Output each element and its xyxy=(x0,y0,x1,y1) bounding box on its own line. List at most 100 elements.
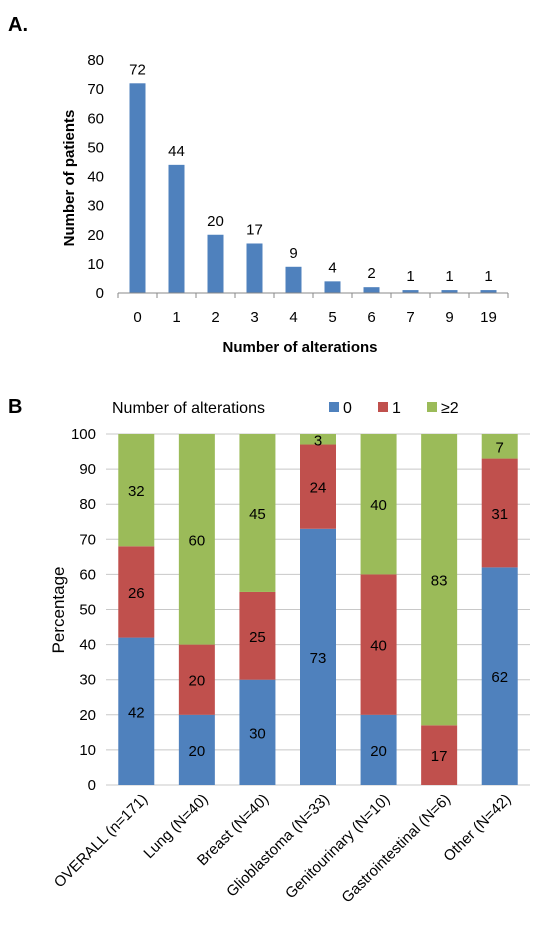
bar-segment xyxy=(118,434,155,547)
bar xyxy=(168,164,185,293)
bar-segment xyxy=(421,725,458,785)
bar xyxy=(441,290,458,293)
bar xyxy=(246,243,263,293)
chart-a-x-axis-title: Number of alterations xyxy=(222,339,377,356)
data-label: 45 xyxy=(249,506,266,523)
data-label: 30 xyxy=(249,725,266,742)
chart-b-bars xyxy=(118,434,518,785)
bar-segment xyxy=(178,644,215,715)
legend-label: 1 xyxy=(392,400,401,417)
data-label: 40 xyxy=(370,497,387,514)
y-tick-label: 90 xyxy=(79,461,96,478)
bar-segment xyxy=(481,458,518,568)
y-tick-label: 80 xyxy=(87,52,104,69)
bar-segment xyxy=(118,546,155,638)
data-label: 4 xyxy=(328,259,336,276)
data-label: 72 xyxy=(129,61,146,78)
bar-segment xyxy=(239,434,276,592)
y-tick-label: 50 xyxy=(79,602,96,619)
x-tick-label: 9 xyxy=(445,309,453,326)
y-tick-label: 40 xyxy=(87,169,104,186)
legend-label: ≥2 xyxy=(441,400,459,417)
data-label: 32 xyxy=(128,483,145,500)
x-tick-label: 4 xyxy=(289,309,297,326)
bar xyxy=(363,287,380,293)
chart-a-y-ticks: 0 10 20 30 40 50 60 70 80 xyxy=(87,52,104,302)
bar-segment xyxy=(239,591,276,680)
x-tick-label: 7 xyxy=(406,309,414,326)
bar-segment xyxy=(300,434,336,445)
x-tick-label: Glioblastoma (N=33) xyxy=(223,791,333,901)
data-label: 44 xyxy=(168,143,185,160)
bar xyxy=(480,290,497,293)
x-tick-label: Gastrointestinal (N=6) xyxy=(338,791,453,906)
chart-b-legend: 0 1 ≥2 xyxy=(329,400,459,417)
data-label: 9 xyxy=(289,245,297,262)
data-label: 83 xyxy=(431,573,448,590)
data-label: 2 xyxy=(367,265,375,282)
legend-swatch xyxy=(427,402,437,412)
bar-segment xyxy=(300,444,336,529)
y-tick-label: 0 xyxy=(96,285,104,302)
y-tick-label: 100 xyxy=(71,426,96,443)
data-label: 31 xyxy=(491,506,508,523)
y-tick-label: 30 xyxy=(79,672,96,689)
legend-swatch xyxy=(378,402,388,412)
panel-label-b: B xyxy=(8,396,22,418)
y-tick-label: 70 xyxy=(79,531,96,548)
chart-b-y-axis-title: Percentage xyxy=(49,567,68,654)
y-tick-label: 40 xyxy=(79,637,96,654)
data-label: 17 xyxy=(431,748,448,765)
bar-segment xyxy=(360,574,397,715)
x-tick-label: OVERALL (n=171) xyxy=(51,791,151,891)
y-tick-label: 60 xyxy=(87,110,104,127)
chart-a-data-labels: 72 44 20 17 9 4 2 1 1 1 xyxy=(129,61,493,285)
y-tick-label: 70 xyxy=(87,81,104,98)
x-tick-label: 2 xyxy=(211,309,219,326)
y-tick-label: 60 xyxy=(79,566,96,583)
x-tick-label: 19 xyxy=(480,309,497,326)
y-tick-label: 20 xyxy=(79,707,96,724)
bar-segment xyxy=(239,679,276,785)
x-tick-label: 0 xyxy=(133,309,141,326)
data-label: 26 xyxy=(128,585,145,602)
bar xyxy=(207,234,224,293)
y-tick-label: 80 xyxy=(79,496,96,513)
x-tick-label: 1 xyxy=(172,309,180,326)
bar xyxy=(402,290,419,293)
chart-a-bars xyxy=(129,83,497,293)
data-label: 1 xyxy=(445,268,453,285)
bar xyxy=(285,266,302,293)
data-label: 25 xyxy=(249,629,266,646)
legend-title: Number of alterations xyxy=(112,400,265,417)
chart-b: B Number of alterations 0 1 ≥2 0 10 20 30 40 50… xyxy=(8,396,530,906)
x-tick-label: Genitourinary (N=10) xyxy=(282,791,393,902)
chart-b-data-labels: 42 26 32 20 20 60 30 25 45 73 24 3 20 40 40 17 83 62 31 7 xyxy=(128,432,508,765)
legend-swatch xyxy=(329,402,339,412)
data-label: 7 xyxy=(496,439,504,456)
panel-label-a: A. xyxy=(8,14,28,36)
chart-b-x-ticks: OVERALL (n=171)Lung (N=40)Breast (N=40)G… xyxy=(51,791,515,906)
bar-segment xyxy=(360,434,397,575)
bar-segment xyxy=(118,637,155,785)
data-label: 62 xyxy=(491,669,508,686)
bar-segment xyxy=(421,434,458,726)
y-tick-label: 30 xyxy=(87,198,104,215)
data-label: 1 xyxy=(484,268,492,285)
chart-a-y-axis-title: Number of patients xyxy=(61,110,78,247)
bar-segment xyxy=(360,714,397,785)
data-label: 73 xyxy=(310,650,327,667)
y-tick-label: 50 xyxy=(87,139,104,156)
chart-b-y-ticks: 0 10 20 30 40 50 60 70 80 90 100 xyxy=(71,426,96,794)
bar-segment xyxy=(300,528,336,785)
y-tick-label: 10 xyxy=(87,256,104,273)
bar-segment xyxy=(178,714,215,785)
x-tick-label: 5 xyxy=(328,309,336,326)
data-label: 40 xyxy=(370,638,387,655)
data-label: 20 xyxy=(370,743,387,760)
data-label: 20 xyxy=(189,673,206,690)
bar-segment xyxy=(481,434,518,459)
chart-a: A. 0 10 20 30 40 50 60 70 80 72 44 20 17 9 4 2 1 1 1 0 1 2 3… xyxy=(8,14,509,356)
data-label: 1 xyxy=(406,268,414,285)
